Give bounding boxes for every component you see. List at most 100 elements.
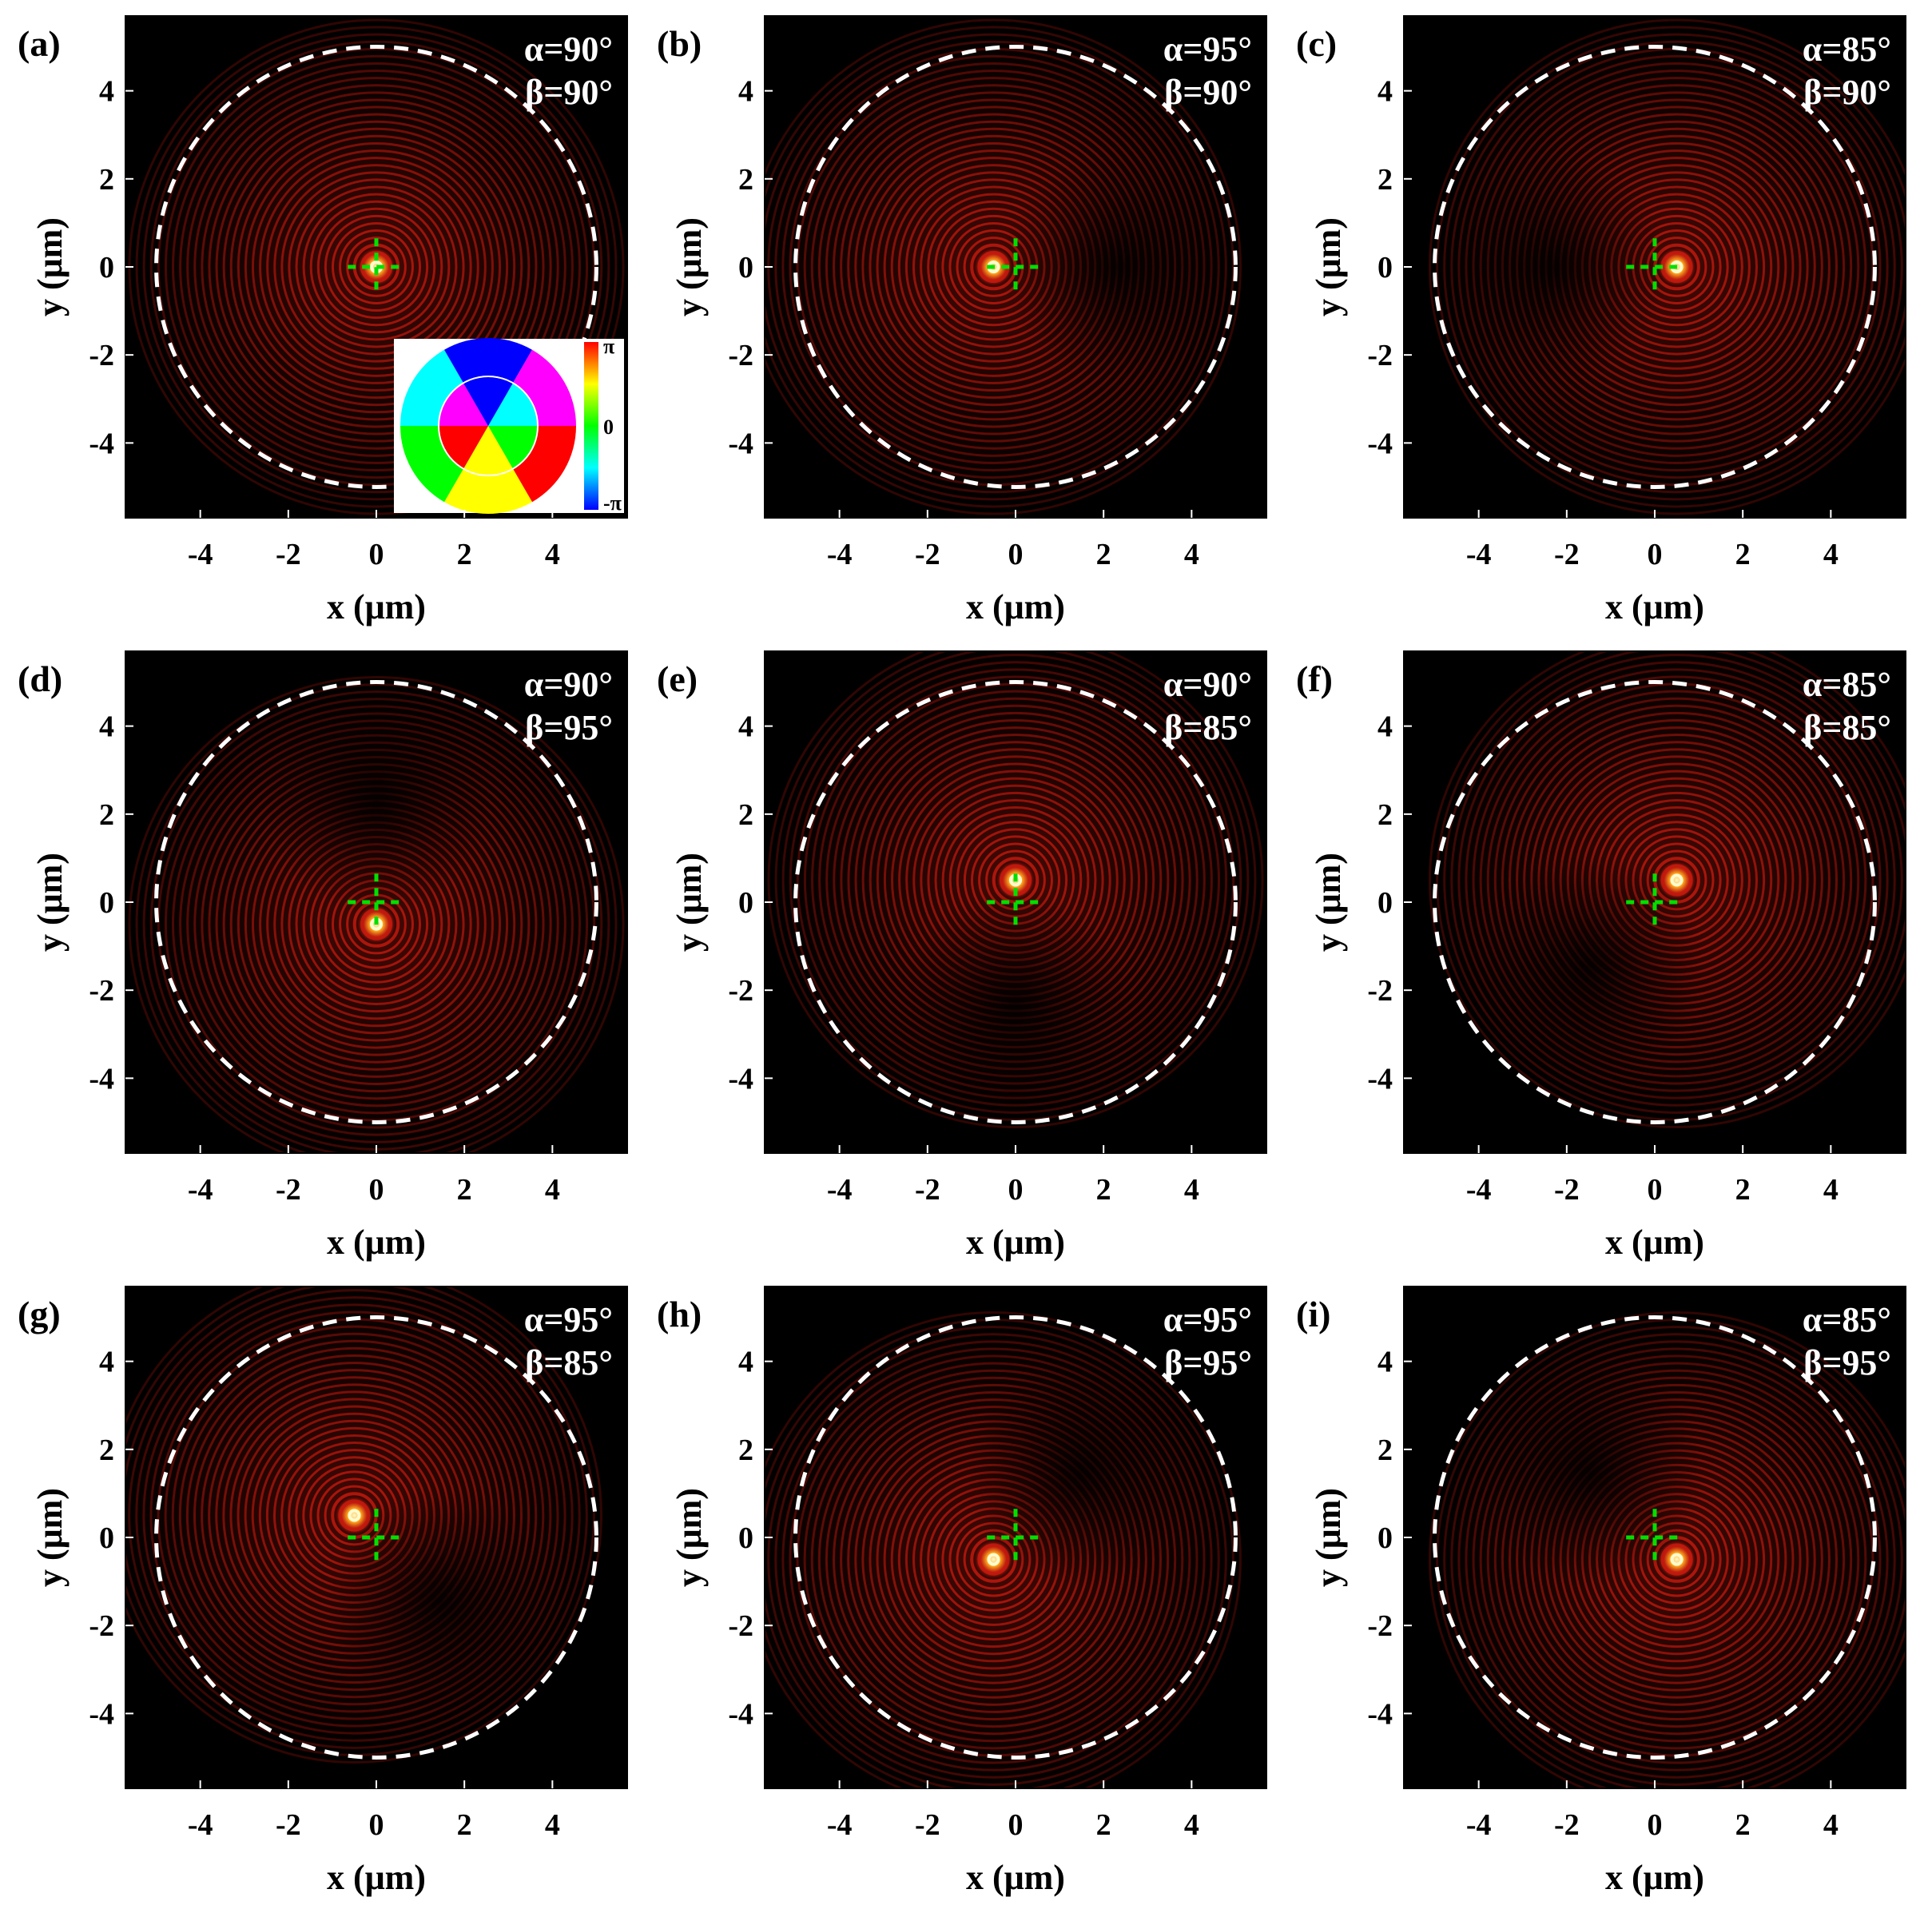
panel-label: (g) [18,1294,61,1334]
fringe-ring [288,178,465,356]
dark-lobe [1439,152,1668,382]
panel-e: -4 -4 -2 -2 0 0 2 2 4 4 x (μm) y (μm) (e) α=90° β=85° [657,650,1267,1262]
focal-spot-core [1670,1553,1684,1566]
fringe-ring [142,1303,566,1728]
x-tick-label: -2 [915,538,940,571]
phase-colorbar [584,342,598,510]
fringe-ring [215,105,538,428]
y-tick-label: -4 [728,1062,753,1096]
x-tick-label: 2 [1096,538,1111,571]
x-tick-label: 4 [545,1173,560,1207]
beta-annotation: β=90° [525,73,613,112]
fringe-ring [1486,690,1867,1071]
fringe-ring [135,26,618,508]
y-tick-label: 2 [1377,163,1393,197]
fringe-ring [201,91,552,443]
fringe-ring [1443,1326,1906,1788]
panel-i: -4 -4 -2 -2 0 0 2 2 4 4 x (μm) y (μm) (i) α=85° β=95° [1296,1286,1906,1897]
y-tick-label: -2 [89,339,114,372]
intensity-map [125,1287,602,1764]
x-tick-label: -4 [827,1808,853,1842]
alpha-annotation: α=90° [524,30,613,69]
fringe-ring [765,26,1234,508]
boundary-circle [1433,45,1877,489]
fringe-ring [135,683,618,1153]
fringe-ring [324,214,429,320]
fringe-ring [1508,1390,1846,1728]
x-tick-label: 2 [457,538,472,571]
y-tick-label: 0 [738,886,753,920]
x-axis-label: x (μm) [966,1223,1065,1262]
x-tick-label: -4 [1466,1173,1492,1207]
focal-spot [1658,1541,1695,1578]
phase-sector-inner [463,426,513,476]
x-tick-label: -2 [1554,538,1580,571]
boundary-circle [793,1315,1238,1760]
fringe-ring [1465,668,1889,1092]
dark-lobe [965,1358,1195,1588]
fringe-ring [810,1376,1177,1743]
y-tick-label: 4 [1377,75,1393,109]
x-tick-label: 4 [545,1808,560,1842]
beta-annotation: β=90° [1803,73,1891,112]
alpha-annotation: α=95° [524,1300,613,1339]
intensity-map [1429,1311,1906,1788]
phase-sector-inner [463,376,513,426]
panel-label: (b) [657,23,702,64]
panel-c: -4 -4 -2 -2 0 0 2 2 4 4 x (μm) y (μm) (c) α=85° β=90° [1296,15,1906,626]
fringe-ring [1450,654,1903,1107]
alpha-annotation: α=90° [1163,665,1252,704]
panel-h: -4 -4 -2 -2 0 0 2 2 4 4 x (μm) y (μm) (h) α=95° β=95° [657,1286,1267,1897]
intensity-map [128,676,625,1153]
y-tick-label: 0 [99,1521,114,1555]
x-tick-label: 4 [1184,1808,1199,1842]
x-axis-label: x (μm) [327,1858,426,1897]
fringe-ring [774,1340,1213,1779]
y-tick-label: 0 [1377,251,1393,284]
y-axis-label: y (μm) [30,217,70,316]
x-axis-label: x (μm) [1605,1223,1704,1262]
y-tick-label: 2 [738,798,753,832]
fringe-ring [125,1287,602,1764]
y-tick-label: 4 [99,1346,114,1379]
fringe-ring [346,237,407,297]
fringe-ring [765,1326,1227,1788]
beta-annotation: β=95° [525,708,613,747]
boundary-circle [154,45,598,489]
panel-f: -4 -4 -2 -2 0 0 2 2 4 4 x (μm) y (μm) (f) α=85° β=85° [1296,650,1906,1262]
fringe-ring [259,149,494,384]
fringe-ring [1457,1340,1896,1779]
fringe-ring [339,229,414,304]
fringe-ring [222,113,531,421]
x-tick-label: 0 [1008,538,1024,571]
panel-label: (i) [1296,1294,1330,1334]
alpha-annotation: α=85° [1803,30,1891,69]
x-axis-label: x (μm) [1605,1858,1704,1897]
y-axis-label: y (μm) [670,1488,709,1587]
y-tick-label: 4 [738,1346,753,1379]
x-tick-label: 4 [1823,1173,1839,1207]
y-tick-label: 4 [738,710,753,744]
focal-spot-core [1670,873,1684,887]
fringe-ring [157,47,596,487]
fringe-ring [774,651,1257,1121]
y-tick-label: -4 [1367,1062,1393,1096]
y-axis-label: y (μm) [670,853,709,952]
y-tick-label: -4 [89,1062,114,1096]
focal-spot [336,1497,373,1534]
intensity-map [765,1311,1242,1788]
fringe-ring [149,40,603,494]
beta-annotation: β=95° [1164,1343,1252,1382]
colorbar-tick-label: π [603,335,614,358]
alpha-annotation: α=85° [1803,1300,1891,1339]
fringe-ring [1501,704,1853,1056]
beta-annotation: β=95° [1803,1343,1891,1382]
fringe-ring [193,84,559,450]
fringe-ring [309,200,443,334]
beta-annotation: β=85° [525,1343,613,1382]
y-tick-label: -4 [728,1697,753,1731]
y-tick-label: -2 [89,1609,114,1643]
y-tick-label: 4 [738,75,753,109]
focal-spot-core [987,1553,1000,1566]
x-tick-label: -4 [188,1173,213,1207]
